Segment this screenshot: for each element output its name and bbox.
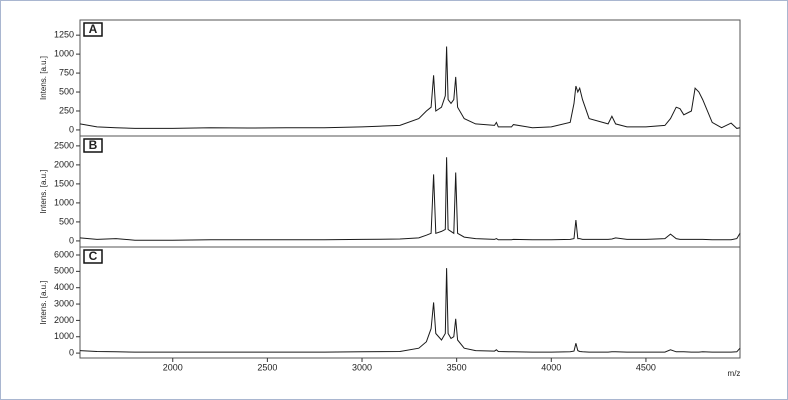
panel-label: C [83, 249, 103, 264]
y-tick-label: 250 [59, 105, 74, 115]
y-tick-label: 1500 [54, 178, 74, 188]
y-axis-label: Intens. [a.u.] [39, 56, 48, 100]
y-tick-label: 0 [69, 347, 74, 357]
y-tick-label: 5000 [54, 266, 74, 276]
spectrum-line [79, 157, 741, 241]
y-tick-label: 1000 [54, 48, 74, 58]
y-tick-label: 1000 [54, 197, 74, 207]
panel-label: A [83, 22, 103, 37]
x-tick-label: 2000 [163, 362, 183, 372]
y-tick-label: 2000 [54, 159, 74, 169]
panel [79, 246, 741, 359]
panel-label-text: C [89, 249, 98, 263]
y-axis-label: Intens. [a.u.] [39, 280, 48, 324]
y-tick-label: 500 [59, 216, 74, 226]
y-tick-label: 1000 [54, 331, 74, 341]
y-tick-label: 500 [59, 86, 74, 96]
y-tick-label: 750 [59, 67, 74, 77]
y-tick-label: 4000 [54, 282, 74, 292]
y-tick-label: 1250 [54, 30, 74, 40]
panel-label-text: A [89, 22, 98, 36]
x-tick-label: 3000 [352, 362, 372, 372]
panel-label-box [83, 249, 103, 264]
y-tick-label: 0 [69, 124, 74, 134]
panel-label-box [83, 22, 103, 37]
x-tick-label: 3500 [447, 362, 467, 372]
panel-label: B [83, 138, 103, 153]
y-tick-label: 0 [69, 235, 74, 245]
y-axis-label: Intens. [a.u.] [39, 169, 48, 213]
y-tick-label: 6000 [54, 249, 74, 259]
y-tick-label: 3000 [54, 298, 74, 308]
y-tick-label: 2000 [54, 315, 74, 325]
y-tick-label: 2500 [54, 140, 74, 150]
x-tick-label: 4000 [541, 362, 561, 372]
spectrum-line [79, 46, 741, 129]
panel-label-box [83, 138, 103, 153]
panel-label-text: B [89, 138, 98, 152]
spectrum-line [79, 268, 741, 353]
x-axis-label: m/z [728, 369, 741, 378]
x-tick-label: 2500 [257, 362, 277, 372]
x-tick-label: 4500 [636, 362, 656, 372]
